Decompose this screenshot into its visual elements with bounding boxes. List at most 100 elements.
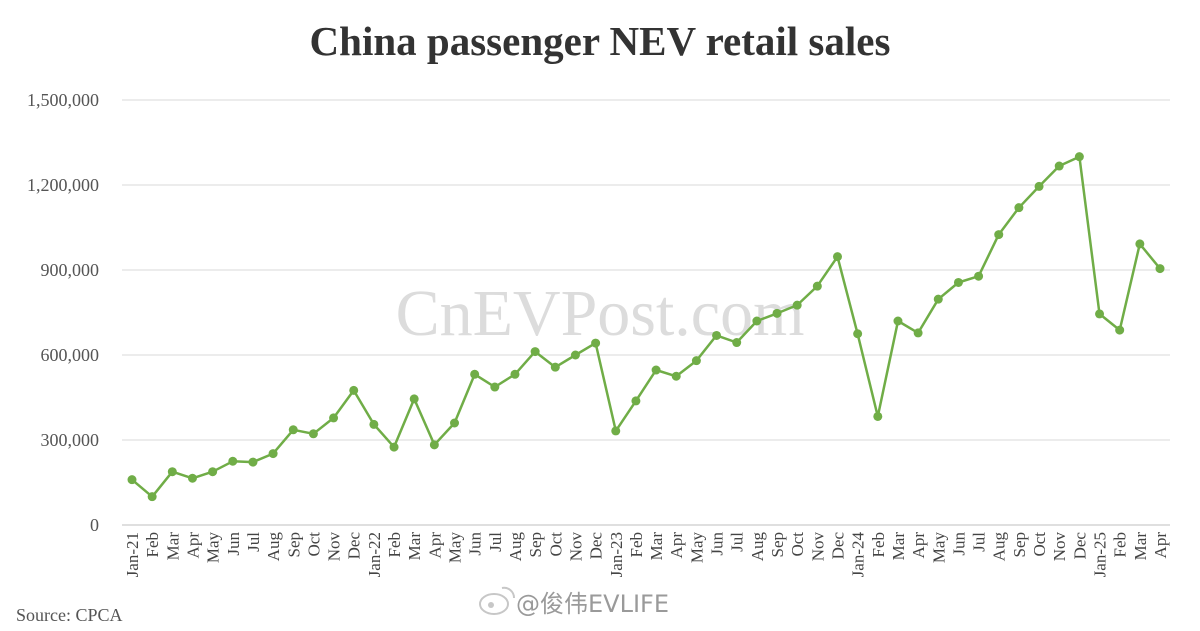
data-point bbox=[127, 475, 137, 485]
x-tick-label: Jan-25 bbox=[1091, 532, 1110, 577]
x-tick-label: Mar bbox=[1131, 532, 1150, 561]
data-point bbox=[1014, 203, 1024, 213]
y-tick-label: 0 bbox=[90, 515, 99, 535]
weibo-logo-icon bbox=[479, 586, 516, 615]
data-point bbox=[228, 456, 238, 466]
data-point bbox=[450, 418, 460, 428]
data-point bbox=[470, 369, 480, 379]
data-point bbox=[570, 350, 580, 360]
x-tick-label: Feb bbox=[1111, 532, 1130, 558]
x-tick-label: Aug bbox=[748, 532, 767, 562]
data-point bbox=[369, 419, 379, 429]
x-tick-label: Feb bbox=[869, 532, 888, 558]
x-tick-label: Jan-22 bbox=[365, 532, 384, 577]
x-tick-label: Jun bbox=[466, 532, 485, 556]
x-tick-label: Aug bbox=[506, 532, 525, 562]
x-tick-label: Apr bbox=[183, 532, 202, 559]
x-tick-label: Nov bbox=[566, 532, 585, 562]
x-tick-label: May bbox=[929, 532, 948, 564]
x-tick-label: Sep bbox=[526, 532, 545, 558]
data-point bbox=[772, 308, 782, 318]
x-tick-label: Jun bbox=[949, 532, 968, 556]
x-tick-label: Dec bbox=[587, 532, 606, 560]
data-point bbox=[510, 369, 520, 379]
data-point bbox=[812, 281, 822, 291]
data-point bbox=[308, 429, 318, 439]
data-point bbox=[691, 356, 701, 366]
x-tick-label: Aug bbox=[264, 532, 283, 562]
y-tick-label: 1,500,000 bbox=[27, 90, 99, 110]
data-point bbox=[329, 413, 339, 423]
y-tick-label: 1,200,000 bbox=[27, 175, 99, 195]
x-tick-label: Jul bbox=[486, 532, 505, 552]
data-point bbox=[187, 473, 197, 483]
x-tick-label: May bbox=[687, 532, 706, 564]
data-point bbox=[349, 385, 359, 395]
x-tick-label: Feb bbox=[143, 532, 162, 558]
data-point bbox=[953, 277, 963, 287]
data-point bbox=[974, 271, 984, 281]
data-point bbox=[429, 440, 439, 450]
x-tick-label: May bbox=[204, 532, 223, 564]
x-tick-label: Sep bbox=[768, 532, 787, 558]
x-tick-label: Aug bbox=[990, 532, 1009, 562]
x-tick-label: Dec bbox=[828, 532, 847, 560]
y-axis-tick-labels: 0 300,000 600,000 900,000 1,200,000 1,500,000 bbox=[27, 90, 99, 535]
x-tick-label: Jul bbox=[970, 532, 989, 552]
source-note: Source: CPCA bbox=[16, 605, 123, 625]
x-tick-label: Sep bbox=[284, 532, 303, 558]
data-point bbox=[248, 457, 258, 467]
x-tick-label: Apr bbox=[667, 532, 686, 559]
data-point bbox=[893, 316, 903, 326]
x-tick-label: Jan-21 bbox=[123, 532, 142, 577]
x-tick-label: Nov bbox=[1050, 532, 1069, 562]
data-point bbox=[1095, 309, 1105, 319]
data-point bbox=[913, 328, 923, 338]
x-tick-label: Dec bbox=[1070, 532, 1089, 560]
x-tick-label: Sep bbox=[1010, 532, 1029, 558]
data-point bbox=[1074, 152, 1084, 162]
data-point bbox=[530, 347, 540, 357]
data-point bbox=[732, 338, 742, 348]
data-point bbox=[147, 492, 157, 502]
x-tick-label: Jan-24 bbox=[849, 532, 868, 578]
credit-handle: @俊伟EVLIFE bbox=[516, 590, 669, 618]
data-point bbox=[873, 411, 883, 421]
y-tick-label: 300,000 bbox=[41, 430, 100, 450]
x-tick-label: Jul bbox=[728, 532, 747, 552]
data-point bbox=[611, 426, 621, 436]
series-line-path bbox=[131, 155, 1161, 498]
x-tick-label: Jan-23 bbox=[607, 532, 626, 577]
x-tick-label: Mar bbox=[163, 532, 182, 561]
x-tick-label: Jun bbox=[708, 532, 727, 556]
data-point bbox=[550, 362, 560, 372]
data-point bbox=[631, 396, 641, 406]
data-point bbox=[1155, 264, 1165, 274]
credit-watermark: @俊伟EVLIFE bbox=[479, 586, 669, 618]
x-tick-label: Mar bbox=[889, 532, 908, 561]
y-tick-label: 900,000 bbox=[41, 260, 100, 280]
data-point bbox=[1115, 325, 1125, 335]
x-tick-label: Oct bbox=[546, 532, 565, 557]
data-point bbox=[671, 371, 681, 381]
x-tick-label: Feb bbox=[385, 532, 404, 558]
data-point bbox=[208, 467, 218, 477]
x-tick-label: Jul bbox=[244, 532, 263, 552]
x-tick-label: Oct bbox=[788, 532, 807, 557]
data-point bbox=[490, 382, 500, 392]
x-axis-tick-labels: Jan-21 Feb Mar Apr May Jun Jul Aug Sep Oct Nov Dec J… bbox=[123, 532, 1170, 578]
data-points bbox=[127, 152, 1165, 502]
x-tick-label: Feb bbox=[627, 532, 646, 558]
data-point bbox=[591, 338, 601, 348]
data-point bbox=[268, 449, 278, 459]
y-tick-label: 600,000 bbox=[41, 345, 100, 365]
chart-title: China passenger NEV retail sales bbox=[310, 18, 891, 64]
data-point bbox=[712, 330, 722, 340]
watermark: CnEVPost.com bbox=[396, 277, 805, 350]
data-point bbox=[752, 316, 762, 326]
x-tick-label: Oct bbox=[304, 532, 323, 557]
x-tick-label: Mar bbox=[405, 532, 424, 561]
data-point bbox=[994, 230, 1004, 240]
